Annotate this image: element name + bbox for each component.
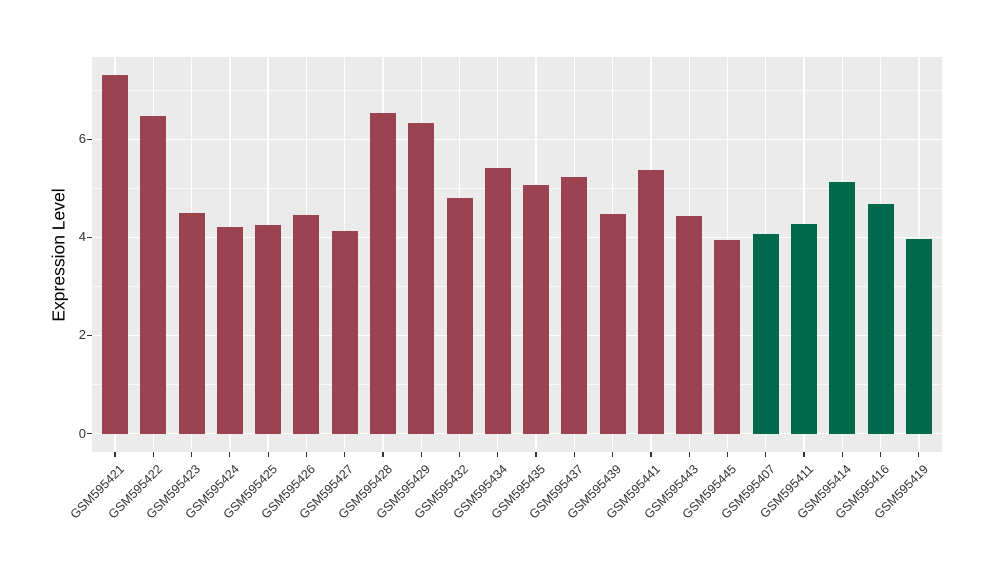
x-tick-mark	[305, 452, 307, 457]
bar-GSM595416	[867, 203, 894, 434]
bar-GSM595434	[484, 168, 511, 434]
y-tick-mark	[87, 334, 92, 336]
x-tick-mark	[229, 452, 231, 457]
y-tick-label: 6	[78, 131, 86, 147]
bar-GSM595429	[408, 122, 435, 434]
bar-GSM595411	[791, 224, 818, 434]
y-axis-title: Expression Level	[48, 187, 69, 322]
minor-gridline	[92, 89, 942, 91]
major-gridline	[92, 138, 942, 140]
bar-GSM595432	[446, 197, 473, 434]
bar-GSM595419	[905, 239, 932, 434]
y-tick-label: 2	[78, 327, 86, 343]
x-tick-mark	[573, 452, 575, 457]
minor-gridline	[92, 285, 942, 287]
x-tick-mark	[344, 452, 346, 457]
minor-gridline	[92, 384, 942, 385]
x-tick-mark	[497, 452, 499, 457]
y-tick-label: 0	[78, 425, 86, 441]
y-tick-label: 4	[78, 229, 86, 245]
x-tick-mark	[382, 452, 384, 457]
bar-GSM595425	[255, 224, 282, 434]
bar-GSM595423	[178, 213, 205, 434]
bar-GSM595437	[561, 176, 588, 434]
x-tick-mark	[458, 452, 461, 457]
x-tick-mark	[918, 452, 920, 457]
major-gridline	[92, 432, 942, 435]
x-tick-mark	[190, 452, 193, 457]
major-gridline	[92, 334, 942, 337]
x-tick-mark	[803, 452, 805, 457]
bar-GSM595407	[752, 234, 779, 434]
bar-GSM595441	[637, 170, 664, 434]
bar-GSM595427	[331, 230, 358, 434]
bar-GSM595424	[216, 227, 243, 434]
bar-GSM595443	[676, 215, 703, 434]
x-tick-mark	[612, 452, 614, 457]
bar-GSM595422	[140, 116, 167, 434]
x-tick-mark	[841, 452, 843, 457]
major-gridline	[92, 236, 942, 238]
x-tick-mark	[152, 452, 154, 457]
minor-gridline	[92, 187, 942, 189]
x-tick-mark	[650, 452, 652, 457]
y-tick-mark	[87, 432, 92, 435]
x-tick-mark	[765, 452, 767, 457]
bar-GSM595421	[102, 74, 128, 434]
bar-GSM595439	[599, 214, 626, 434]
y-tick-mark	[87, 138, 92, 140]
bar-GSM595426	[293, 214, 320, 434]
plot-panel	[92, 57, 942, 452]
x-tick-mark	[726, 452, 729, 457]
x-tick-mark	[688, 452, 690, 457]
x-tick-mark	[420, 452, 422, 457]
bar-GSM595445	[714, 240, 741, 434]
bar-GSM595414	[829, 181, 856, 434]
bar-GSM595428	[369, 113, 396, 434]
y-tick-mark	[87, 236, 92, 238]
x-tick-mark	[535, 452, 537, 457]
x-tick-mark	[880, 452, 882, 457]
x-tick-mark	[267, 452, 269, 457]
x-tick-mark	[114, 452, 116, 457]
bar-GSM595435	[523, 185, 550, 434]
